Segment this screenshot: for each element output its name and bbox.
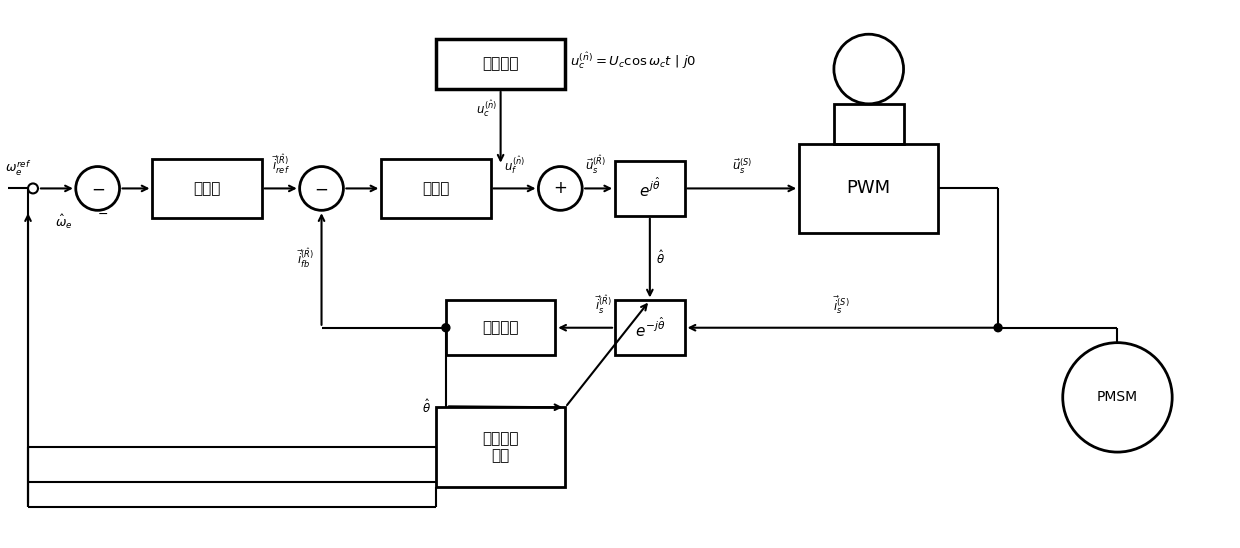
Text: $\hat{\theta}$: $\hat{\theta}$ [422, 398, 432, 416]
Text: PWM: PWM [847, 179, 890, 197]
Bar [436, 407, 565, 487]
Text: $-$: $-$ [91, 179, 104, 197]
Text: $\hat{\omega}_e$: $\hat{\omega}_e$ [56, 213, 73, 231]
Text: $u_c^{(\hat{n})} = U_c\cos\omega_c t\ |\ j0$: $u_c^{(\hat{n})} = U_c\cos\omega_c t\ |\… [570, 50, 697, 72]
Text: $\vec{u}_s^{(\hat{R})}$: $\vec{u}_s^{(\hat{R})}$ [585, 154, 606, 176]
Text: $+$: $+$ [553, 179, 568, 197]
Bar [153, 158, 262, 218]
Text: $u_f^{(\hat{n})}$: $u_f^{(\hat{n})}$ [503, 155, 525, 176]
Text: $e^{-j\hat{\theta}}$: $e^{-j\hat{\theta}}$ [635, 316, 665, 339]
Text: $\vec{i}_{fb}^{(\hat{R})}$: $\vec{i}_{fb}^{(\hat{R})}$ [296, 247, 314, 270]
Circle shape [441, 324, 450, 332]
Text: $e^{j\hat{\theta}}$: $e^{j\hat{\theta}}$ [639, 177, 661, 200]
Text: 速度位置
估计: 速度位置 估计 [482, 431, 518, 463]
Text: $u_c^{(\hat{n})}$: $u_c^{(\hat{n})}$ [476, 99, 497, 119]
Bar [615, 300, 684, 355]
Text: 速度环: 速度环 [193, 181, 221, 196]
Text: 低通滤波: 低通滤波 [482, 320, 518, 335]
Text: $-$: $-$ [315, 179, 329, 197]
Bar [799, 144, 939, 233]
Text: PMSM: PMSM [1097, 390, 1138, 404]
Bar [835, 104, 904, 144]
Text: 高频注入: 高频注入 [482, 56, 518, 72]
Text: $\omega_e^{ref}$: $\omega_e^{ref}$ [5, 159, 31, 179]
Bar [446, 300, 556, 355]
Text: $\vec{i}_s^{(S)}$: $\vec{i}_s^{(S)}$ [833, 294, 849, 316]
Bar [381, 158, 491, 218]
Text: $\hat{\theta}$: $\hat{\theta}$ [656, 249, 665, 267]
Text: $-$: $-$ [97, 207, 108, 220]
Text: $\vec{i}_s^{(\hat{R})}$: $\vec{i}_s^{(\hat{R})}$ [595, 294, 613, 316]
Bar [436, 39, 565, 89]
Text: $\vec{u}_s^{(S)}$: $\vec{u}_s^{(S)}$ [732, 157, 753, 176]
Text: 电流环: 电流环 [423, 181, 450, 196]
Circle shape [994, 324, 1002, 332]
Text: $\vec{i}_{ref}^{(\hat{R})}$: $\vec{i}_{ref}^{(\hat{R})}$ [272, 153, 290, 176]
Bar [615, 161, 684, 216]
